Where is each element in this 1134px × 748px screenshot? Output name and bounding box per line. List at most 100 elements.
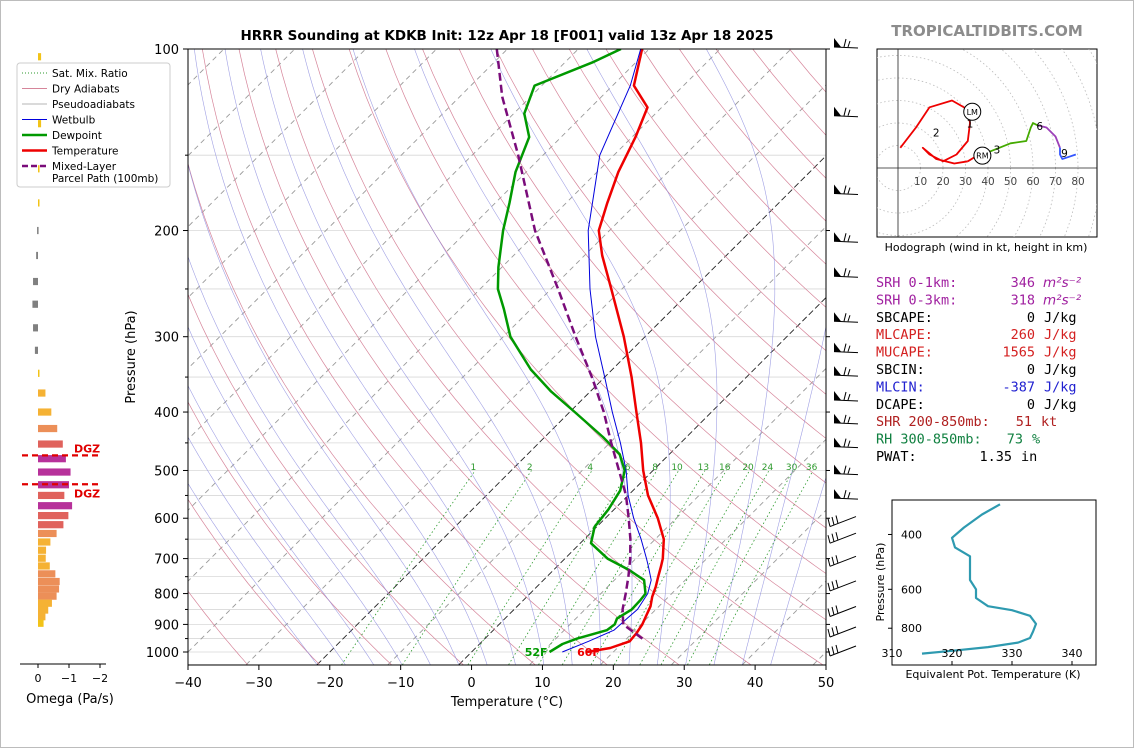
y-tick-label: 500: [154, 464, 179, 479]
omega-tick-label: 0: [35, 672, 42, 685]
hodograph-height-label: 2: [933, 128, 940, 140]
legend-label: Mixed-Layer: [52, 161, 117, 173]
omega-bar: [38, 538, 51, 546]
legend-label: Wetbulb: [52, 115, 96, 127]
skewt-x-axis-label: Temperature (°C): [450, 695, 563, 710]
moist-adiabat: [194, 49, 488, 665]
hodograph-marker: [973, 146, 992, 165]
mixing-ratio-labels: 1 2 4 6 8 10 13 16 20 24 30 36: [470, 463, 817, 473]
omega-x-axis-label: Omega (Pa/s): [26, 692, 114, 707]
y-tick-label: 700: [154, 553, 179, 568]
omega-bar: [38, 491, 65, 500]
chart-title: HRRR Sounding at KDKB Init: 12z Apr 18 […: [240, 28, 773, 44]
surface-temperature-label: 60F: [577, 646, 600, 659]
index-unit: J/kg: [1044, 345, 1077, 361]
isotherm-line: [529, 367, 826, 665]
index-label: SHR 200-850mb:: [876, 414, 990, 430]
omega-bar: [38, 606, 49, 614]
index-label: MUCAPE:: [876, 345, 933, 361]
omega-bar: [38, 455, 66, 463]
profile-mixed-layer: [495, 49, 644, 640]
wind-barb: [833, 312, 859, 323]
hodograph-ring-label: 10: [914, 176, 927, 188]
legend-label: Dry Adiabats: [52, 84, 120, 96]
mixing-ratio-line: [687, 470, 794, 665]
omega-bar: [38, 585, 60, 593]
dry-adiabat: [188, 293, 464, 665]
omega-bar: [38, 613, 46, 621]
hodograph-trace: [899, 99, 971, 165]
omega-bar: [38, 408, 52, 416]
omega-bar: [38, 502, 73, 510]
omega-bar: [38, 511, 69, 520]
theta-e-panel: 310 320 330 340 400 600 800: [882, 499, 1097, 666]
mixing-ratio-label: 24: [762, 463, 774, 473]
theta-e-x-tick-label: 340: [1062, 647, 1083, 660]
theta-e-y-tick-label: 400: [901, 528, 922, 541]
mixing-ratio-line: [341, 470, 476, 665]
wind-barb: [833, 184, 859, 196]
dry-adiabat: [458, 49, 826, 484]
x-tick-label: 40: [747, 676, 764, 691]
dgz-label: DGZ: [74, 487, 100, 500]
hodograph-marker-label: LM: [967, 108, 978, 117]
mixing-ratio-line: [709, 470, 814, 665]
wind-barb: [833, 267, 859, 278]
mixing-ratio-line: [538, 470, 658, 665]
index-label: MLCIN:: [876, 379, 925, 395]
mixing-ratio-label: 13: [698, 463, 709, 473]
wind-barbs: [827, 38, 859, 657]
wind-barb: [833, 464, 859, 476]
hodograph-frame: [876, 48, 1098, 238]
isotherm-line: [458, 296, 826, 665]
moist-adiabat: [260, 49, 545, 665]
index-unit: J/kg: [1044, 362, 1077, 378]
dry-adiabat: [568, 49, 826, 352]
omega-bar: [38, 562, 50, 570]
omega-bar: [38, 619, 44, 627]
index-value: 0: [1027, 362, 1035, 378]
index-unit: J/kg: [1044, 310, 1077, 326]
legend-label: Sat. Mix. Ratio: [52, 68, 128, 80]
hodograph-ring-label: 20: [936, 176, 949, 188]
omega-bar: [36, 251, 38, 260]
wind-barb: [827, 532, 857, 544]
theta-e-y-tick-label: 800: [901, 622, 922, 635]
mixing-ratio-label: 30: [786, 463, 798, 473]
omega-bar: [38, 120, 42, 128]
index-unit: J/kg: [1044, 327, 1077, 343]
x-tick-label: 30: [676, 676, 693, 691]
hodograph-trace: [1059, 147, 1077, 160]
theta-e-x-tick-label: 330: [1002, 647, 1023, 660]
legend-label: Temperature: [51, 146, 119, 158]
profile-dewpoint: [496, 49, 647, 654]
omega-bar: [38, 546, 47, 554]
index-unit: in: [1021, 449, 1037, 465]
omega-bar: [38, 570, 56, 578]
dry-adiabat: [188, 162, 536, 665]
wind-barb: [827, 625, 857, 638]
index-unit: m²s⁻²: [1043, 275, 1082, 291]
skewt-background-lines: [188, 49, 826, 665]
moist-adiabat: [188, 482, 318, 665]
isotherm-line: [316, 155, 826, 665]
skewt-profiles: [495, 49, 666, 654]
x-tick-label: −30: [245, 676, 272, 691]
index-label: SBCAPE:: [876, 310, 933, 326]
surface-temperature-labels: 52F 60F: [525, 646, 600, 659]
sounding-indices: SRH 0-1km: 346 m²s⁻² SRH 0-3km: 318 m²s⁻² SBCA…: [876, 275, 1082, 465]
index-label: SRH 0-1km:: [876, 275, 957, 291]
x-tick-label: 10: [534, 676, 551, 691]
y-tick-label: 300: [154, 331, 179, 346]
wind-barb: [833, 366, 859, 377]
isotherm-line: [245, 84, 826, 665]
moist-adiabat: [770, 476, 826, 665]
dry-adiabat: [422, 49, 826, 529]
dry-adiabat: [385, 49, 826, 574]
hodograph-ring-label: 40: [981, 176, 994, 188]
wind-barb: [833, 413, 859, 425]
wind-barb: [833, 342, 859, 354]
mixing-ratio-label: 8: [652, 463, 658, 473]
isotherm-line: [387, 226, 826, 665]
